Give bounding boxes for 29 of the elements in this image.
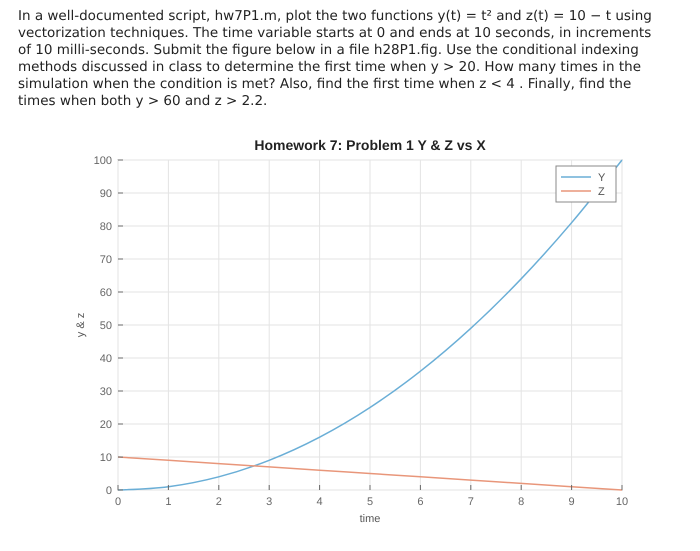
x-tick-label: 10 [616,496,628,508]
x-tick-label: 2 [216,496,222,508]
y-tick-label: 10 [100,452,112,464]
y-tick-label: 0 [106,485,112,497]
y-axis-title: y & z [75,312,87,338]
y-tick-label: 80 [100,221,112,233]
chart-title: Homework 7: Problem 1 Y & Z vs X [254,137,486,153]
x-tick-label: 0 [114,496,122,508]
legend-label: Z [598,186,605,198]
legend-label: Y [598,172,606,184]
x-tick-label: 3 [266,496,272,508]
y-tick-label: 30 [100,386,112,398]
y-tick-label: 50 [100,320,112,332]
x-tick-label: 4 [316,496,323,508]
text: In a well-documented script, hw7P1.m, plot the two functions y(t) = t² and z(t) = 10 − t using vectorization techniques. The time variable starts at 0 and ends at 10 seconds, in increments of 10 milli-seconds. Submit the figure below in a file h28P1.fig. Use the conditional indexing methods discussed in class to determine the first time when y > 20. How many times in the simulation when the condition is met? Also, find the first time when z < 4 . Finally, find the times when both y > 60 and z > 2.2. [18,8,653,110]
y-tick-label: 60 [100,287,112,299]
line-series [117,159,623,491]
y-tick-label: 20 [100,419,112,431]
x-tick-label: 5 [366,496,374,508]
x-tick-label: 6 [417,496,424,508]
x-axis-title: time [360,513,380,525]
y-tick-label: 70 [100,254,112,266]
x-tick-label: 8 [518,496,524,508]
y-tick-label: 40 [100,353,112,365]
y-tick-label: 90 [100,188,112,200]
x-tick-label: 1 [165,496,172,508]
x-tick-label: 9 [568,496,575,508]
y-tick-label: 100 [94,155,112,167]
x-tick-label: 7 [468,496,474,508]
